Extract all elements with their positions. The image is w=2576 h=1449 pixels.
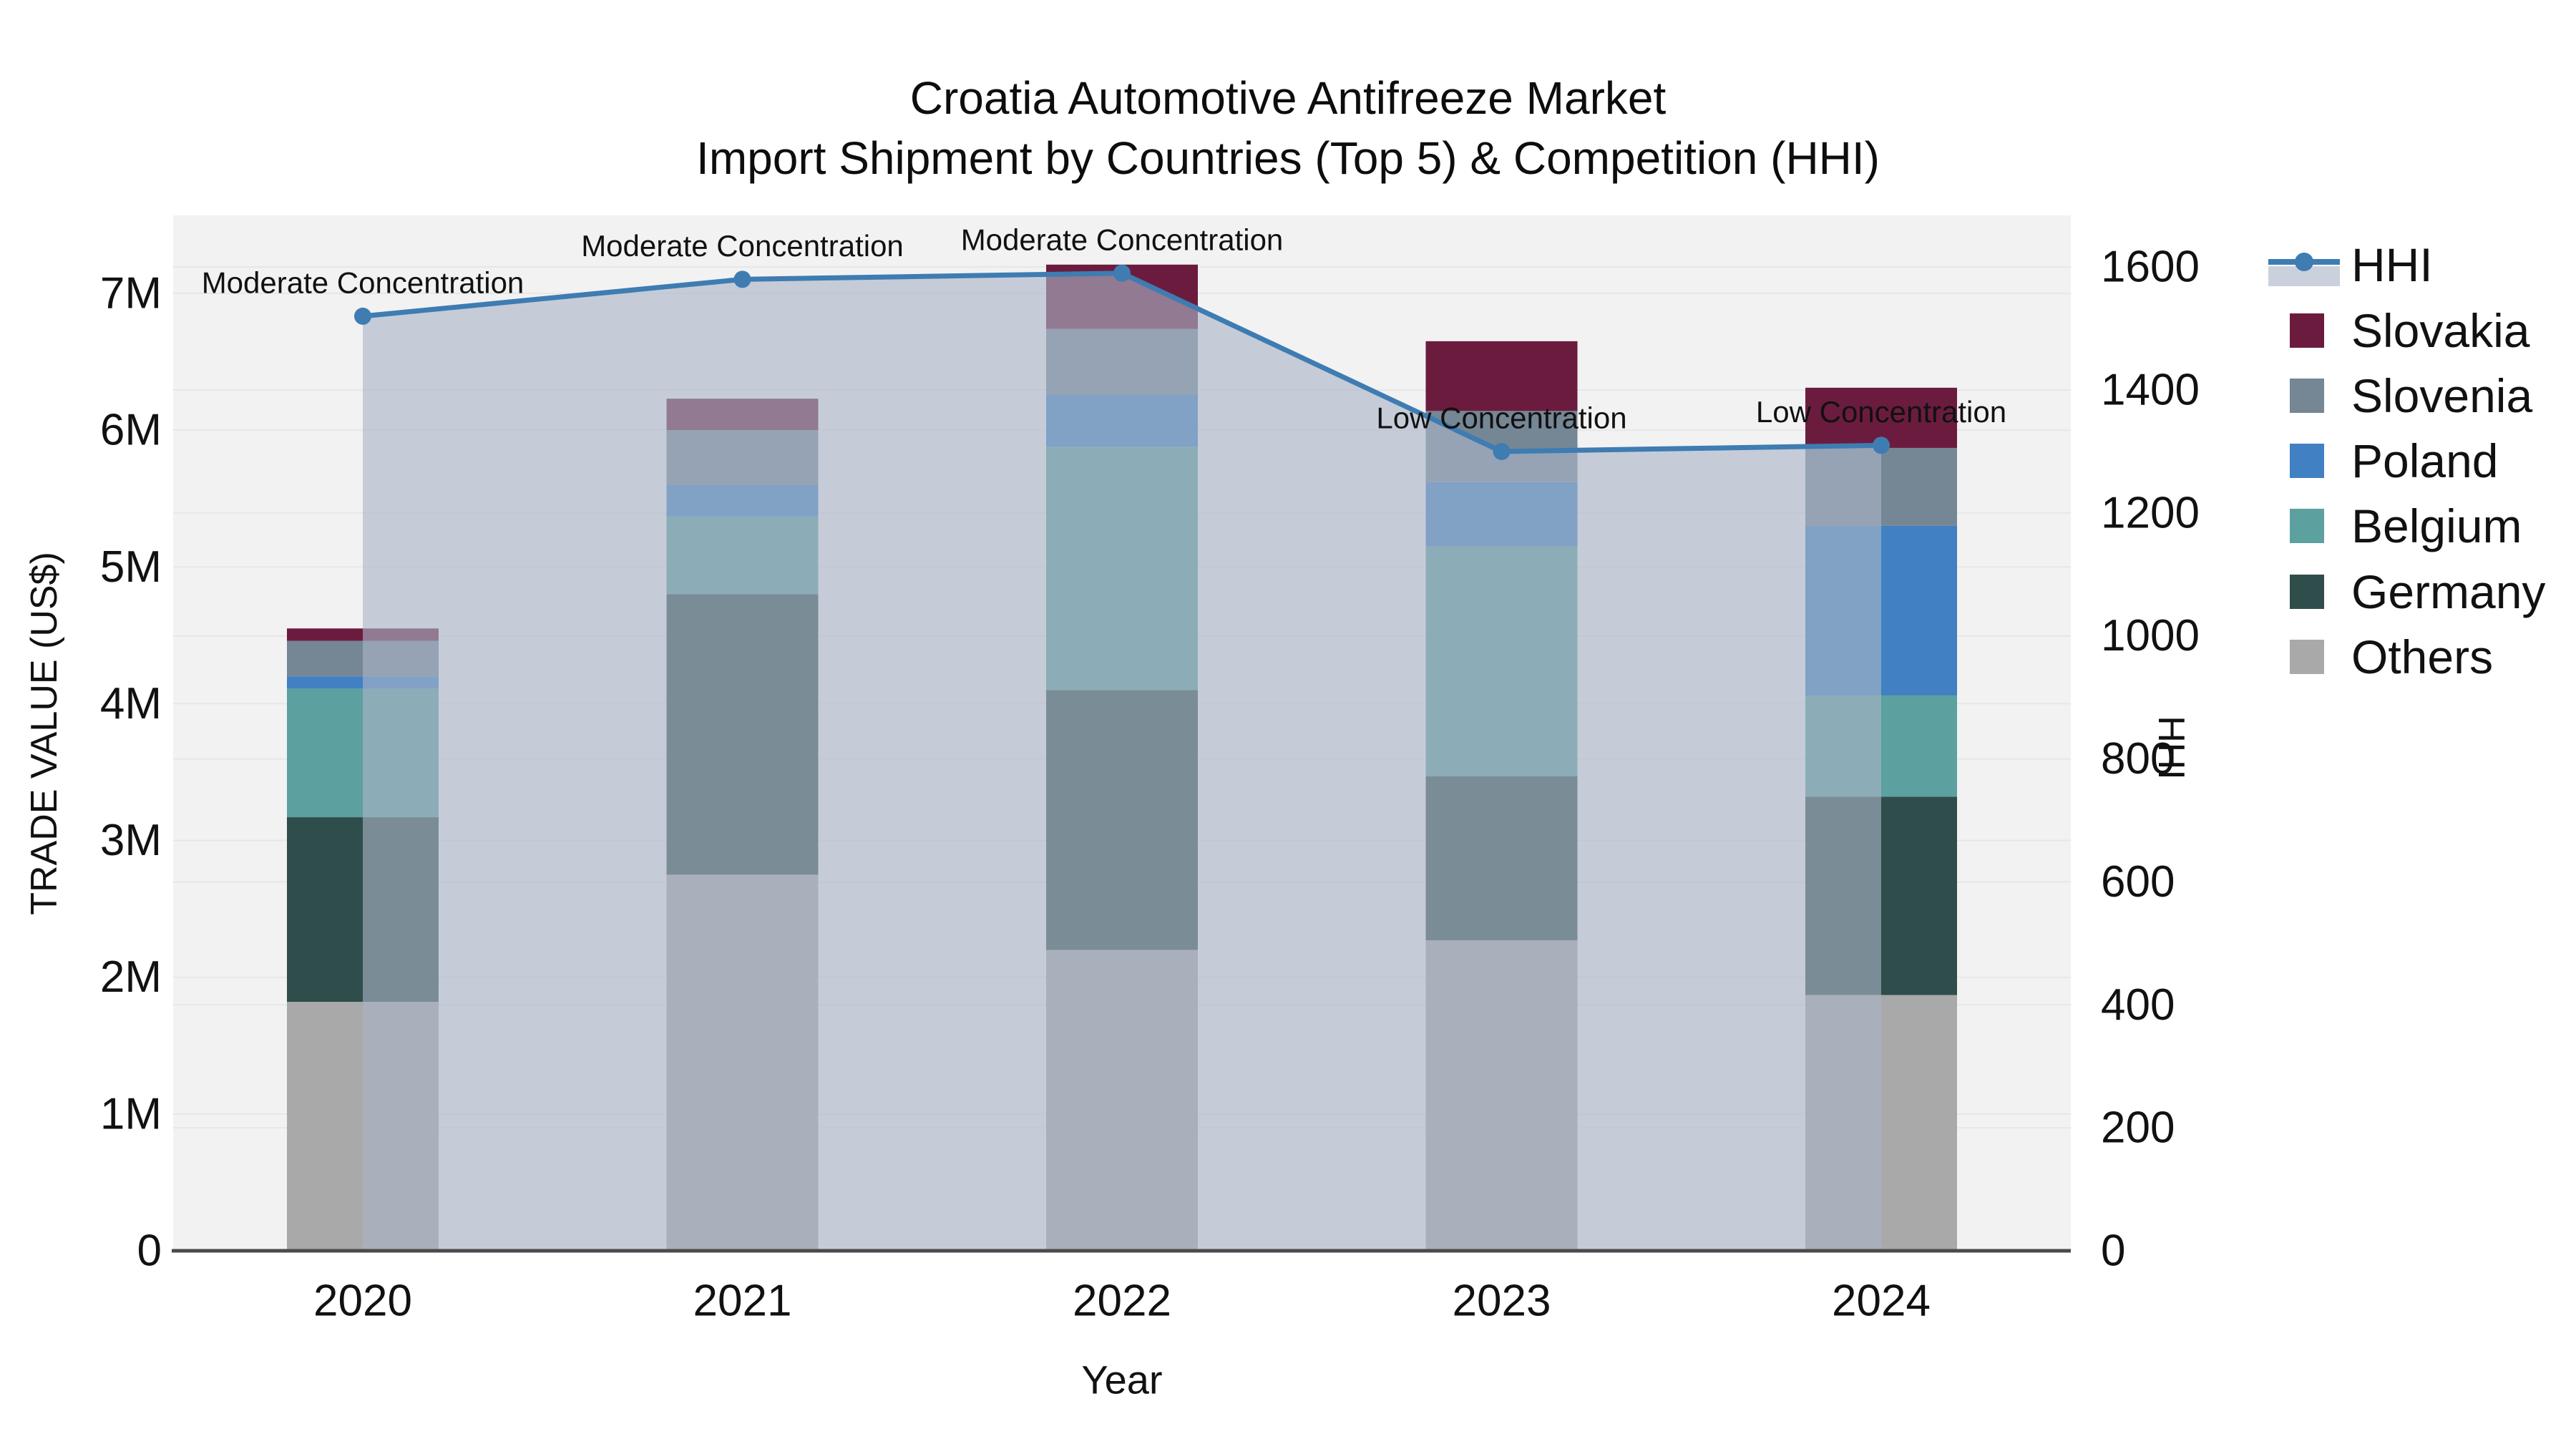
annotation-2022: Moderate Concentration [961, 223, 1284, 256]
xtick-2022[interactable]: 2022 [1073, 1277, 1171, 1326]
legend-label-germany: Germany [2351, 565, 2545, 618]
ytick-right-0: 0 [2101, 1226, 2125, 1276]
ytick-left-3M: 3M [100, 816, 162, 865]
tick-labels: 0 1M 2M 3M 4M 5M 6M 7M 0 200 400 600 800 1000 1200 1400… [100, 243, 2200, 1326]
ytick-right-200: 200 [2101, 1103, 2175, 1153]
chart-title-line2: Import Shipment by Countries (Top 5) & C… [696, 132, 1880, 184]
hhi-point-2023 [1493, 442, 1511, 460]
ytick-right-600: 600 [2101, 857, 2175, 907]
ytick-right-1400: 1400 [2101, 366, 2200, 415]
legend-item-belgium[interactable]: Belgium [2290, 499, 2522, 552]
hhi-point-2022 [1113, 264, 1131, 282]
hhi-point-2020 [354, 307, 371, 325]
ytick-right-400: 400 [2101, 980, 2175, 1030]
xtick-2021[interactable]: 2021 [693, 1277, 792, 1326]
bar-segment-2023-slovakia [1425, 341, 1578, 411]
legend-item-slovakia[interactable]: Slovakia [2290, 304, 2530, 357]
annotation-2023: Low Concentration [1376, 401, 1626, 434]
ytick-right-800: 800 [2101, 734, 2175, 784]
hhi-point-2024 [1873, 436, 1890, 454]
ytick-left-0: 0 [137, 1226, 162, 1276]
legend-item-hhi[interactable]: HHI [2268, 238, 2433, 291]
xtick-2024[interactable]: 2024 [1832, 1277, 1931, 1326]
xtick-2020[interactable]: 2020 [313, 1277, 412, 1326]
legend-item-poland[interactable]: Poland [2290, 434, 2499, 487]
ytick-right-1200: 1200 [2101, 488, 2200, 537]
x-axis-title: Year [1081, 1357, 1163, 1402]
legend-label-belgium: Belgium [2351, 499, 2522, 552]
ytick-right-1600: 1600 [2101, 243, 2200, 292]
legend-item-germany[interactable]: Germany [2290, 565, 2545, 618]
legend-item-slovenia[interactable]: Slovenia [2290, 369, 2532, 422]
legend-swatch-slovakia [2290, 313, 2324, 348]
legend-label-hhi: HHI [2351, 238, 2433, 291]
annotation-2024: Low Concentration [1756, 395, 2006, 429]
legend-label-poland: Poland [2351, 434, 2499, 487]
legend-item-others[interactable]: Others [2290, 630, 2493, 683]
chart-title-line1: Croatia Automotive Antifreeze Market [909, 72, 1667, 124]
ytick-left-1M: 1M [100, 1089, 162, 1138]
legend-hhi-marker [2295, 253, 2313, 271]
hhi-point-2021 [733, 270, 751, 288]
legend-label-slovakia: Slovakia [2351, 304, 2530, 357]
annotation-2020: Moderate Concentration [202, 265, 525, 299]
legend-swatch-germany [2290, 575, 2324, 609]
ytick-left-2M: 2M [100, 952, 162, 1002]
legend-swatch-slovenia [2290, 379, 2324, 413]
legend-label-others: Others [2351, 630, 2493, 683]
ytick-left-5M: 5M [100, 542, 162, 592]
ytick-left-6M: 6M [100, 406, 162, 455]
ytick-right-1000: 1000 [2101, 611, 2200, 660]
xtick-2023[interactable]: 2023 [1453, 1277, 1551, 1326]
legend-swatch-belgium [2290, 509, 2324, 543]
legend: HHI Slovakia Slovenia Poland Belgium Germany O… [2268, 238, 2545, 683]
ytick-left-7M: 7M [100, 268, 162, 318]
hhi-area-fill [363, 273, 1881, 1252]
annotation-2021: Moderate Concentration [581, 229, 904, 263]
legend-swatch-poland [2290, 444, 2324, 478]
legend-swatch-others [2290, 640, 2324, 674]
legend-label-slovenia: Slovenia [2351, 369, 2532, 422]
ytick-left-4M: 4M [100, 679, 162, 728]
